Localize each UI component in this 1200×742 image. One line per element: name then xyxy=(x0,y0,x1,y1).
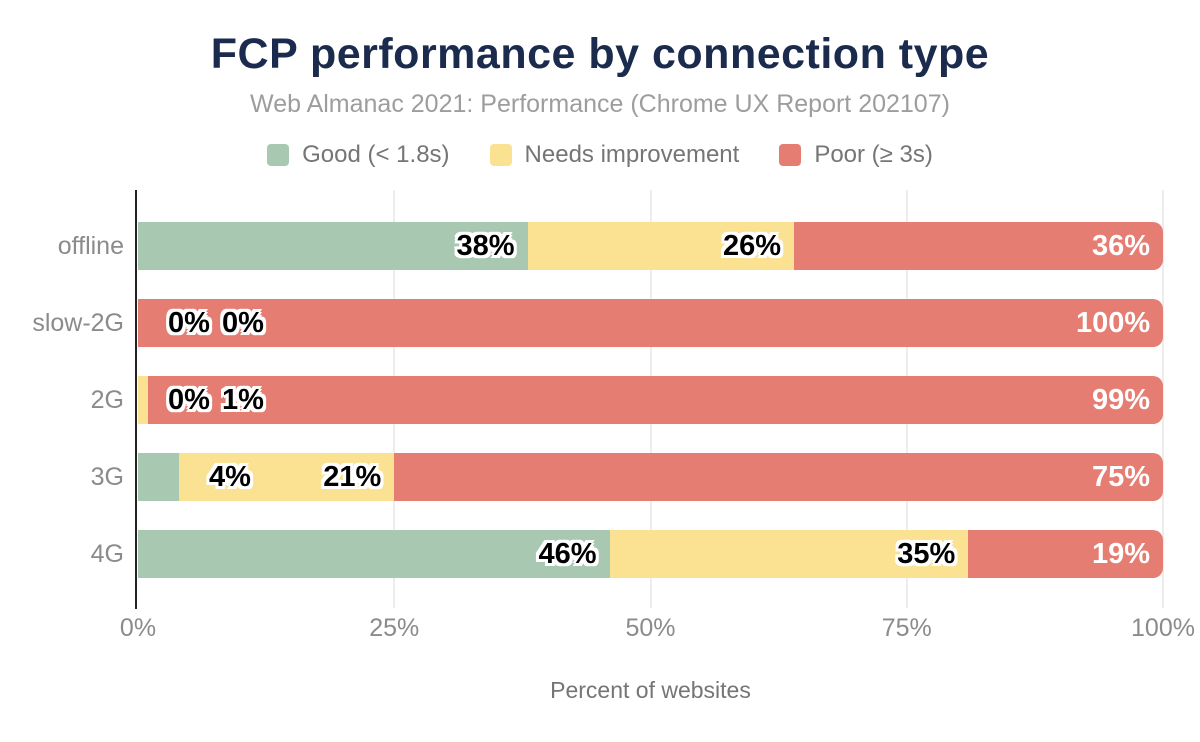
bar-value-label: 99% xyxy=(1092,384,1151,416)
category-label: 4G xyxy=(90,540,124,568)
x-tick-label: 25% xyxy=(369,614,420,642)
x-tick-label: 75% xyxy=(881,614,932,642)
plot-area: 38% 26% 36% 0% 0% 100% 0% 1% 99% 4% 21% 75% 46% 35% 19… xyxy=(138,190,1164,608)
legend-swatch-icon xyxy=(267,144,290,166)
y-axis-line xyxy=(135,190,137,609)
bar-value-label: 26% xyxy=(723,230,782,262)
bar-value-label: 35% xyxy=(897,538,956,570)
bar-segment xyxy=(138,530,610,578)
bar-value-label: 21% xyxy=(323,461,382,493)
x-tick-label: 50% xyxy=(625,614,676,642)
bar-value-label: 19% xyxy=(1092,538,1151,570)
legend-item: Good (< 1.8s) xyxy=(267,141,450,169)
bar-segment xyxy=(794,222,1163,270)
legend-swatch-icon xyxy=(779,144,802,166)
bar-segment xyxy=(138,222,528,270)
bar-value-label: 0% xyxy=(222,307,264,339)
bar-value-label: 75% xyxy=(1092,461,1151,493)
bar-segment xyxy=(527,222,794,270)
bar-value-label: 38% xyxy=(456,230,515,262)
category-label: 3G xyxy=(90,463,124,491)
legend-item: Poor (≥ 3s) xyxy=(779,141,933,169)
bar-segment xyxy=(179,453,395,501)
x-tick-label: 100% xyxy=(1131,614,1195,642)
x-tick-label: 0% xyxy=(119,614,157,642)
bar-value-label: 0% xyxy=(168,307,210,339)
legend-swatch-icon xyxy=(489,144,512,166)
legend-label: Needs improvement xyxy=(524,141,740,168)
bar-segment xyxy=(138,299,1163,347)
bar-segment xyxy=(609,530,969,578)
bar-value-label: 4% xyxy=(209,461,251,493)
chart-subtitle: Web Almanac 2021: Performance (Chrome UX… xyxy=(250,90,950,118)
legend-label: Poor (≥ 3s) xyxy=(814,141,933,168)
x-axis-title: Percent of websites xyxy=(550,677,751,703)
bar-segment xyxy=(394,453,1163,501)
category-label: 2G xyxy=(90,386,124,414)
bar-value-label: 46% xyxy=(538,538,597,570)
category-label: slow-2G xyxy=(32,309,124,337)
bar-segment xyxy=(138,453,179,501)
legend-label: Good (< 1.8s) xyxy=(302,141,450,168)
bar-value-label: 36% xyxy=(1092,230,1151,262)
legend-item: Needs improvement xyxy=(489,141,740,169)
bar-segment xyxy=(138,376,149,424)
category-label: offline xyxy=(57,232,124,260)
bar-segment xyxy=(968,530,1163,578)
bar-value-label: 1% xyxy=(222,384,264,416)
gridline xyxy=(1162,190,1164,608)
bar-segment xyxy=(148,376,1163,424)
bar-value-label: 100% xyxy=(1076,307,1151,339)
bar-value-label: 0% xyxy=(168,384,210,416)
legend: Good (< 1.8s) Needs improvement Poor (≥ 3s… xyxy=(0,141,1200,169)
chart-title: FCP performance by connection type xyxy=(210,30,990,78)
